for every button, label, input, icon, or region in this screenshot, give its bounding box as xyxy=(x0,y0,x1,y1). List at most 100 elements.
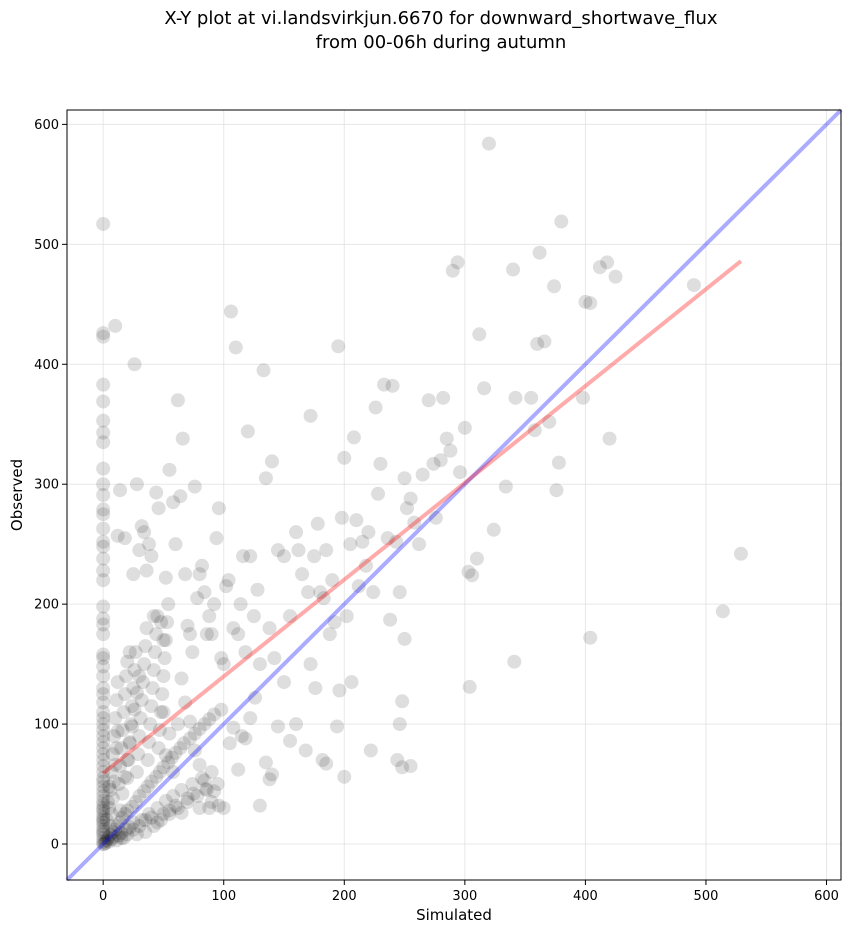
data-point xyxy=(116,705,131,720)
data-point xyxy=(180,795,195,810)
data-point xyxy=(368,400,383,415)
data-point xyxy=(315,753,330,768)
data-point xyxy=(123,717,138,732)
data-point xyxy=(127,702,142,717)
data-point xyxy=(96,681,111,696)
data-point xyxy=(141,807,156,822)
data-point xyxy=(117,687,132,702)
data-point xyxy=(180,791,195,806)
data-point xyxy=(197,773,212,788)
data-point xyxy=(154,705,169,720)
data-point xyxy=(110,724,125,739)
data-point xyxy=(157,651,172,666)
data-point xyxy=(415,467,430,482)
data-point xyxy=(127,663,142,678)
y-tick-label: 100 xyxy=(34,718,59,733)
data-point xyxy=(187,479,202,494)
data-point xyxy=(240,424,255,439)
data-point xyxy=(392,585,407,600)
data-point xyxy=(301,585,316,600)
data-point xyxy=(197,585,212,600)
data-point xyxy=(554,214,569,229)
data-point xyxy=(164,750,179,765)
data-point xyxy=(110,819,125,834)
y-tick-label: 200 xyxy=(34,598,59,613)
data-point xyxy=(132,819,147,834)
data-point xyxy=(138,639,153,654)
data-point xyxy=(202,801,217,816)
data-point xyxy=(100,831,115,846)
data-point xyxy=(264,767,279,782)
data-point xyxy=(114,826,129,841)
data-point xyxy=(397,471,412,486)
data-point xyxy=(107,774,122,789)
data-point xyxy=(156,760,171,775)
data-point xyxy=(119,822,134,837)
data-point xyxy=(180,618,195,633)
data-point xyxy=(96,611,111,626)
data-point xyxy=(197,717,212,732)
data-point xyxy=(264,454,279,469)
data-point xyxy=(145,681,160,696)
data-point xyxy=(207,784,222,799)
data-point xyxy=(209,531,224,546)
data-point xyxy=(436,390,451,405)
data-point xyxy=(170,393,185,408)
data-point xyxy=(96,771,111,786)
data-point xyxy=(96,435,111,450)
data-point xyxy=(291,543,306,558)
data-point xyxy=(403,759,418,774)
data-point xyxy=(96,801,111,816)
data-point xyxy=(453,465,468,480)
data-point xyxy=(195,558,210,573)
data-point xyxy=(152,723,167,738)
data-point xyxy=(108,757,123,772)
data-point xyxy=(103,819,118,834)
data-point xyxy=(371,486,386,501)
data-point xyxy=(96,651,111,666)
data-point xyxy=(199,627,214,642)
data-point xyxy=(182,731,197,746)
data-point xyxy=(113,815,128,830)
data-point xyxy=(105,791,120,806)
data-point xyxy=(270,543,285,558)
data-point xyxy=(250,582,265,597)
data-point xyxy=(109,693,124,708)
data-point xyxy=(156,633,171,648)
data-point xyxy=(277,549,292,564)
data-point xyxy=(214,702,229,717)
data-point xyxy=(99,813,114,828)
data-point xyxy=(204,627,219,642)
data-point xyxy=(116,831,131,846)
y-axis-label: Observed xyxy=(8,459,26,531)
data-point xyxy=(108,711,123,726)
data-point xyxy=(185,645,200,660)
data-point xyxy=(114,741,129,756)
data-point xyxy=(96,534,111,549)
data-point xyxy=(715,604,730,619)
data-point xyxy=(439,431,454,446)
data-point xyxy=(96,723,111,738)
data-point xyxy=(134,813,149,828)
data-point xyxy=(207,707,222,722)
data-point xyxy=(96,803,111,818)
data-point xyxy=(120,654,135,669)
data-point xyxy=(120,753,135,768)
data-point xyxy=(337,769,352,784)
data-point xyxy=(530,336,545,351)
data-point xyxy=(486,522,501,537)
data-point xyxy=(733,546,748,561)
data-point xyxy=(137,784,152,799)
data-point xyxy=(96,669,111,684)
data-point xyxy=(96,837,111,852)
chart-title-line-1: X-Y plot at vi.landsvirkjun.6670 for dow… xyxy=(164,8,717,29)
data-point xyxy=(174,805,189,820)
data-point xyxy=(96,779,111,794)
data-point xyxy=(537,334,552,349)
data-point xyxy=(96,815,111,830)
data-point xyxy=(192,801,207,816)
data-point xyxy=(231,627,246,642)
data-point xyxy=(226,720,241,735)
data-point xyxy=(524,390,539,405)
data-point xyxy=(109,741,124,756)
